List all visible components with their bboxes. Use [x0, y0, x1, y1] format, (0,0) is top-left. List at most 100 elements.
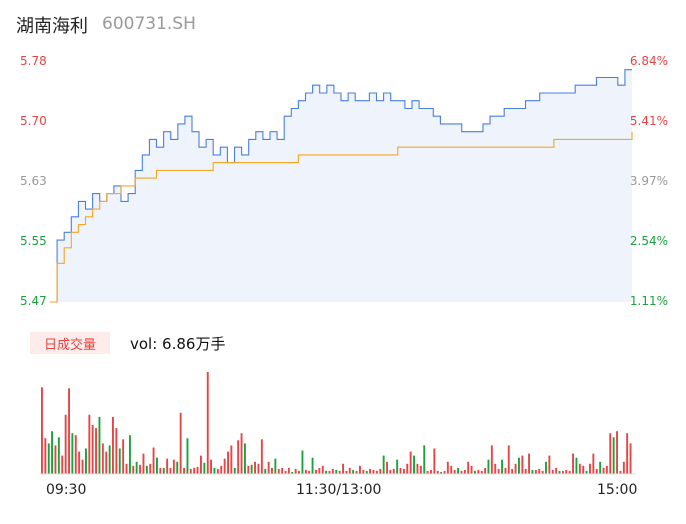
- volume-bar: [64, 414, 67, 474]
- volume-bar: [419, 465, 422, 474]
- volume-bar: [406, 463, 409, 474]
- volume-bar: [626, 433, 629, 474]
- price-area-fill: [50, 69, 632, 302]
- volume-bar: [139, 464, 141, 474]
- volume-bar: [264, 468, 267, 474]
- volume-bar: [61, 455, 64, 474]
- volume-bar: [359, 465, 361, 474]
- volume-bar: [342, 463, 344, 474]
- volume-bar: [304, 469, 307, 474]
- volume-bar: [227, 451, 229, 474]
- volume-bar: [484, 467, 487, 474]
- volume-bar: [152, 447, 155, 474]
- volume-bar: [551, 469, 554, 474]
- volume-bar: [528, 453, 530, 474]
- volume-bar: [457, 467, 459, 474]
- volume-bar: [216, 468, 219, 474]
- volume-bar: [433, 448, 436, 474]
- volume-bar: [260, 439, 263, 474]
- volume-bar: [51, 431, 53, 474]
- volume-bar: [233, 467, 236, 474]
- volume-bar: [436, 470, 439, 474]
- percent-tick-label: 1.11%: [629, 294, 668, 308]
- percent-tick-label: 3.97%: [629, 174, 668, 188]
- volume-bar: [115, 428, 118, 474]
- volume-bar: [244, 443, 246, 474]
- volume-tag[interactable]: 日成交量: [30, 332, 110, 354]
- volume-bar: [105, 451, 108, 474]
- volume-bar: [453, 469, 456, 474]
- volume-bar: [74, 435, 77, 474]
- volume-bar: [220, 465, 223, 474]
- volume-bar: [467, 461, 470, 474]
- volume-bar: [409, 451, 412, 474]
- volume-bar: [399, 467, 402, 474]
- volume-bar: [348, 467, 351, 474]
- volume-bar: [298, 470, 300, 474]
- volume-bar: [108, 445, 111, 474]
- volume-bar: [166, 458, 169, 474]
- volume-bar: [538, 468, 541, 474]
- volume-bar: [284, 470, 287, 474]
- volume-bar: [71, 433, 74, 474]
- volume-bar: [501, 459, 503, 474]
- volume-bar: [254, 461, 256, 474]
- volume-bar: [179, 412, 182, 474]
- volume-bar: [308, 470, 311, 474]
- volume-bar: [47, 443, 50, 474]
- volume-bar: [599, 461, 602, 474]
- volume-bar: [81, 459, 84, 474]
- volume-bar: [446, 461, 449, 474]
- volume-bar: [507, 445, 510, 474]
- volume-bar: [271, 467, 273, 474]
- volume-bar: [328, 470, 331, 474]
- volume-bar: [112, 416, 114, 474]
- volume-bar: [132, 465, 135, 474]
- volume-bar: [78, 451, 81, 474]
- volume-bar: [575, 457, 578, 474]
- volume-bar: [555, 467, 558, 474]
- volume-bar: [176, 461, 179, 474]
- volume-bar: [430, 469, 432, 474]
- volume-bar: [629, 443, 632, 474]
- percent-tick-label: 5.41%: [629, 114, 668, 128]
- volume-bar: [403, 468, 405, 474]
- volume-bar: [338, 470, 341, 474]
- volume-bar: [145, 465, 148, 474]
- x-label-open: 09:30: [46, 482, 87, 498]
- volume-bar: [443, 470, 446, 474]
- volume-bar: [369, 468, 371, 474]
- volume-bar: [423, 445, 426, 474]
- volume-bar: [172, 459, 175, 474]
- volume-bar: [230, 445, 233, 474]
- x-label-close: 15:00: [597, 482, 638, 498]
- volume-bar: [531, 469, 534, 474]
- volume-bar: [440, 472, 443, 474]
- volume-bar: [321, 465, 324, 474]
- volume-bar: [362, 469, 365, 474]
- volume-bar: [135, 461, 138, 474]
- volume-bar: [291, 472, 294, 474]
- volume-bar: [595, 468, 598, 474]
- average-price-line: [50, 131, 633, 303]
- volume-bar: [568, 470, 571, 474]
- volume-bar: [129, 435, 131, 474]
- volume-bar: [318, 467, 321, 474]
- volume-bar: [267, 461, 270, 474]
- percent-tick-label: 6.84%: [629, 54, 668, 68]
- volume-bar: [612, 437, 615, 474]
- volume-bar: [345, 470, 348, 474]
- volume-bar: [609, 433, 612, 474]
- price-tick-label: 5.70: [20, 114, 47, 128]
- volume-bar: [480, 470, 483, 474]
- volume-bar: [125, 463, 128, 474]
- volume-bar: [548, 455, 551, 474]
- volume-bar: [490, 445, 493, 474]
- volume-bar: [450, 465, 453, 474]
- volume-bar: [159, 467, 162, 474]
- volume-bar: [477, 469, 480, 474]
- volume-bar: [186, 438, 189, 474]
- volume-bar: [237, 440, 240, 474]
- price-line: [50, 69, 632, 303]
